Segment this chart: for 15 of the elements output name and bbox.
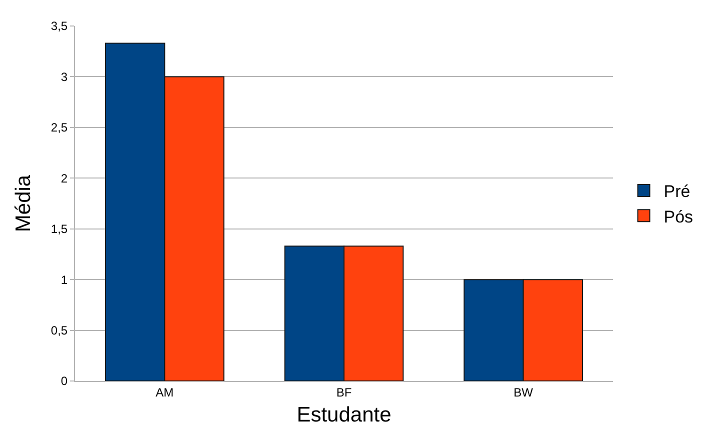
y-tick-label: 0 xyxy=(60,374,68,388)
y-tick-label: 2,5 xyxy=(50,120,68,135)
y-tick-label: 3 xyxy=(60,70,68,84)
legend-label: Pré xyxy=(664,182,690,202)
y-axis-title: Média xyxy=(12,174,36,232)
x-tick-label: BF xyxy=(336,385,352,400)
x-tick-label: BW xyxy=(514,385,534,400)
y-tick-label: 0,5 xyxy=(50,323,68,338)
y-tick-label: 1 xyxy=(60,272,68,287)
x-tick-label: AM xyxy=(156,385,174,400)
y-tick-label: 1,5 xyxy=(50,222,68,236)
y-tick-label: 2 xyxy=(60,171,68,186)
x-axis-title: Estudante xyxy=(296,404,392,427)
legend-label: Pós xyxy=(664,207,694,226)
y-tick-label: 3,5 xyxy=(50,19,68,34)
